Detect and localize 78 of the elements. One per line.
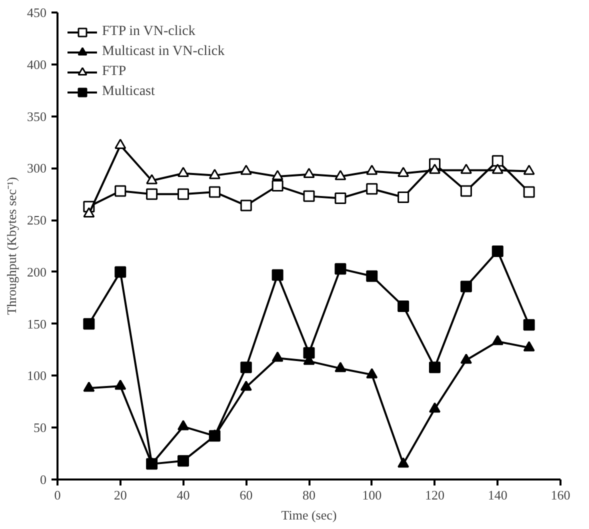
point — [240, 200, 252, 212]
y-tick-label: 150 — [27, 316, 46, 332]
point — [460, 185, 472, 197]
point — [492, 245, 504, 257]
point — [523, 319, 535, 331]
point — [178, 188, 189, 200]
point — [334, 170, 346, 180]
point — [366, 183, 378, 195]
point — [240, 164, 252, 175]
y-tick-label: 0 — [40, 472, 46, 487]
legend-label: FTP — [102, 64, 126, 80]
x-tick-label: 140 — [488, 488, 508, 502]
point — [272, 180, 284, 192]
point — [398, 457, 410, 468]
point — [429, 362, 440, 374]
point — [178, 455, 189, 467]
point — [303, 168, 315, 178]
point — [523, 341, 535, 352]
point — [398, 191, 410, 203]
legend-label: Multicast — [102, 84, 155, 100]
y-tick-label: 50 — [34, 420, 46, 436]
point — [429, 164, 440, 174]
point — [398, 300, 410, 312]
point — [460, 164, 472, 174]
point — [366, 368, 378, 378]
x-tick-label: 80 — [302, 488, 316, 502]
point — [334, 362, 346, 372]
y-tick-label: 350 — [27, 108, 46, 124]
x-tick-label: 40 — [176, 488, 190, 502]
y-tick-label: 200 — [27, 264, 46, 280]
point — [492, 334, 504, 346]
point — [83, 207, 95, 218]
point — [208, 186, 220, 198]
point — [429, 402, 440, 413]
point — [398, 166, 410, 177]
point — [460, 280, 472, 292]
point — [523, 186, 535, 198]
x-tick-label: 100 — [362, 488, 382, 502]
point — [492, 155, 504, 167]
point — [146, 174, 158, 184]
y-axis-title: Throughput (Kbytes sec⁻¹) — [4, 177, 19, 315]
y-tick-label: 300 — [27, 160, 46, 176]
point — [492, 164, 504, 174]
point — [83, 318, 95, 330]
point — [114, 380, 126, 390]
point — [334, 192, 346, 204]
point — [114, 185, 126, 197]
point — [334, 263, 346, 275]
point — [303, 190, 315, 202]
point — [178, 420, 189, 430]
point — [272, 352, 284, 362]
point — [114, 266, 126, 278]
point — [460, 354, 472, 364]
y-tick-label: 400 — [27, 56, 46, 72]
point — [114, 138, 126, 149]
point — [208, 168, 220, 180]
point — [523, 164, 535, 175]
point — [366, 270, 378, 282]
point — [240, 362, 252, 374]
x-tick-label: 120 — [425, 488, 444, 502]
y-tick-label: 250 — [27, 212, 46, 228]
x-axis-title: Time (sec) — [281, 508, 337, 522]
point — [178, 166, 189, 177]
point — [272, 269, 284, 281]
x-tick-label: 60 — [240, 488, 253, 502]
x-tick-label: 160 — [550, 488, 570, 502]
y-tick-label: 100 — [27, 368, 46, 384]
y-tick-label: 450 — [27, 5, 46, 20]
legend-label: Multicast in VN-click — [102, 44, 225, 60]
x-tick-label: 0 — [54, 488, 61, 502]
legend-label: FTP in VN-click — [102, 24, 196, 40]
point — [303, 347, 315, 359]
point — [83, 382, 95, 392]
point — [240, 380, 252, 391]
point — [146, 188, 158, 200]
point — [366, 164, 378, 175]
x-tick-label: 20 — [114, 488, 127, 502]
point — [272, 170, 284, 180]
